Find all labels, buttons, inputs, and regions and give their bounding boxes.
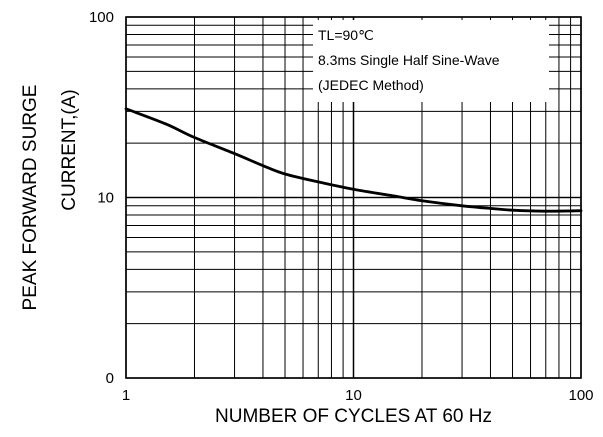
y-axis-title-line-2: CURRENT,(A) bbox=[59, 89, 80, 210]
y-axis-title-line-1: PEAK FORWARD SURGE bbox=[20, 85, 41, 311]
x-axis-title: NUMBER OF CYCLES AT 60 Hz bbox=[215, 406, 492, 427]
surge-current-curve bbox=[124, 107, 583, 213]
y-tick-label: 0 bbox=[106, 370, 114, 387]
annotation-line: TL=90℃ bbox=[318, 27, 374, 43]
series-layer bbox=[124, 107, 583, 213]
x-tick-label: 100 bbox=[568, 387, 593, 404]
legend-background bbox=[313, 20, 549, 102]
x-tick-label: 10 bbox=[345, 387, 362, 404]
legend-annotations: TL=90℃ 8.3ms Single Half Sine-Wave (JEDEC … bbox=[318, 27, 500, 93]
tick-labels: 1 10 100 0 10 100 bbox=[89, 9, 594, 404]
annotation-line: 8.3ms Single Half Sine-Wave bbox=[318, 52, 500, 68]
plot-frame bbox=[125, 16, 582, 379]
annotation-line: (JEDEC Method) bbox=[318, 77, 424, 93]
y-tick-label: 100 bbox=[89, 9, 114, 26]
x-tick-label: 1 bbox=[122, 387, 130, 404]
y-tick-label: 10 bbox=[97, 190, 114, 207]
